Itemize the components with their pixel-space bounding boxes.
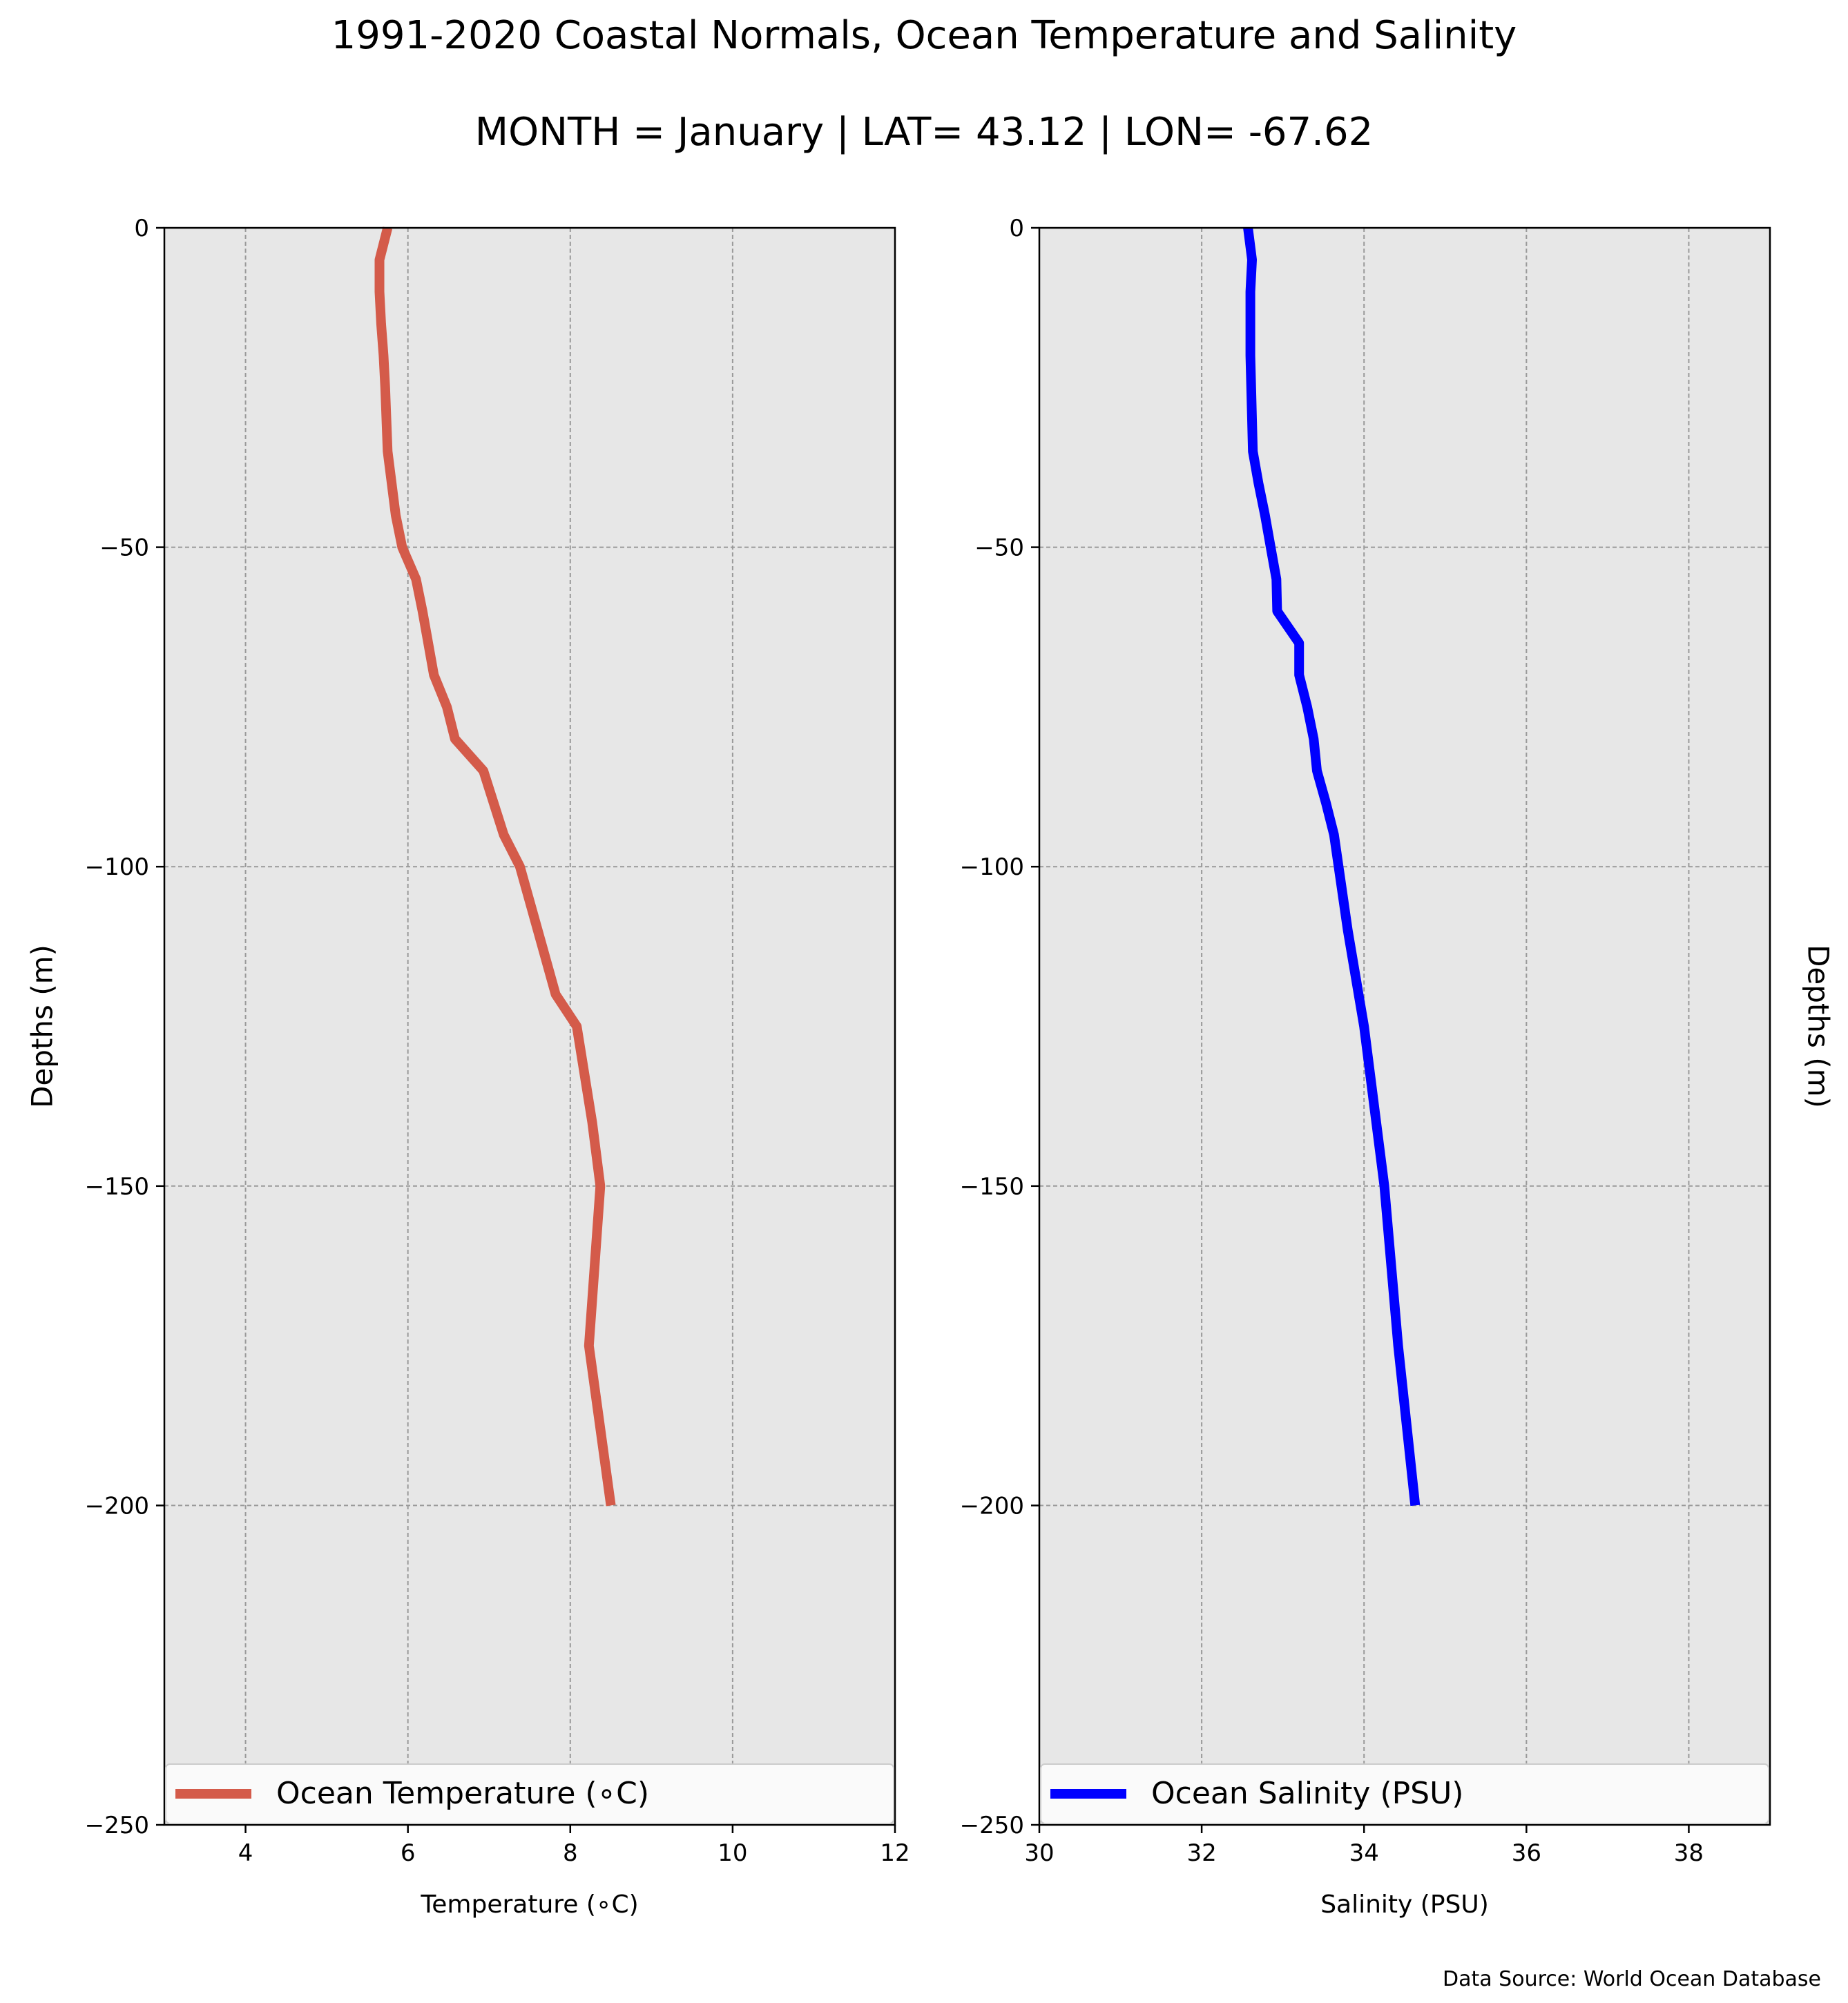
y-tick-label: −250 (85, 1812, 149, 1839)
x-axis-label: Temperature (∘C) (420, 1890, 638, 1919)
legend-label: Ocean Temperature (∘C) (276, 1776, 649, 1811)
y-tick-label: −150 (960, 1173, 1024, 1201)
figure-subtitle: MONTH = January | LAT= 43.12 | LON= -67.… (475, 110, 1373, 155)
plot-area (164, 228, 895, 1825)
x-tick-label: 4 (238, 1839, 253, 1867)
temperature-legend: Ocean Temperature (∘C) (165, 1763, 894, 1824)
y-tick-label: −50 (974, 534, 1024, 562)
temperature-series-line (374, 226, 616, 1507)
y-tick-label: 0 (1009, 215, 1024, 242)
y-axis-label: Depths (m) (26, 945, 59, 1108)
salinity-series-line (1243, 227, 1421, 1507)
legend-box (1040, 1763, 1769, 1824)
x-tick-label: 6 (401, 1839, 416, 1867)
legend-box (165, 1763, 894, 1824)
x-tick-label: 10 (718, 1839, 747, 1867)
x-tick-label: 38 (1674, 1839, 1704, 1867)
legend-label: Ocean Salinity (PSU) (1151, 1776, 1463, 1811)
axes-frame (1038, 226, 1771, 1826)
y-tick-label: −100 (960, 853, 1024, 881)
y-tick-label: 0 (134, 215, 149, 242)
x-tick-label: 32 (1186, 1839, 1216, 1867)
temperature-chart: 4 6 8 10 12 0 −50 −100 −150 −200 −250 Temperature (… (26, 215, 910, 1919)
y-axis-label: Depths (m) (1802, 945, 1836, 1108)
plot-area (1039, 228, 1770, 1825)
y-tick-label: −200 (960, 1492, 1024, 1520)
x-tick-label: 36 (1512, 1839, 1541, 1867)
y-tick-label: −150 (85, 1173, 149, 1201)
figure-title: 1991-2020 Coastal Normals, Ocean Tempera… (331, 13, 1517, 58)
salinity-legend: Ocean Salinity (PSU) (1040, 1763, 1769, 1824)
y-tick-label: −100 (85, 853, 149, 881)
x-axis-label: Salinity (PSU) (1320, 1890, 1489, 1919)
x-tick-label: 34 (1349, 1839, 1379, 1867)
y-tick-label: −200 (85, 1492, 149, 1520)
salinity-chart: 30 32 34 36 38 0 −50 −100 −150 −200 −250 Salinity (… (960, 215, 1836, 1919)
x-tick-label: 8 (563, 1839, 578, 1867)
data-source-note: Data Source: World Ocean Database (1443, 1967, 1821, 1991)
y-tick-label: −50 (99, 534, 149, 562)
x-tick-label: 12 (880, 1839, 909, 1867)
x-tick-label: 30 (1024, 1839, 1054, 1867)
y-tick-label: −250 (960, 1812, 1024, 1839)
axes-frame (163, 226, 896, 1826)
